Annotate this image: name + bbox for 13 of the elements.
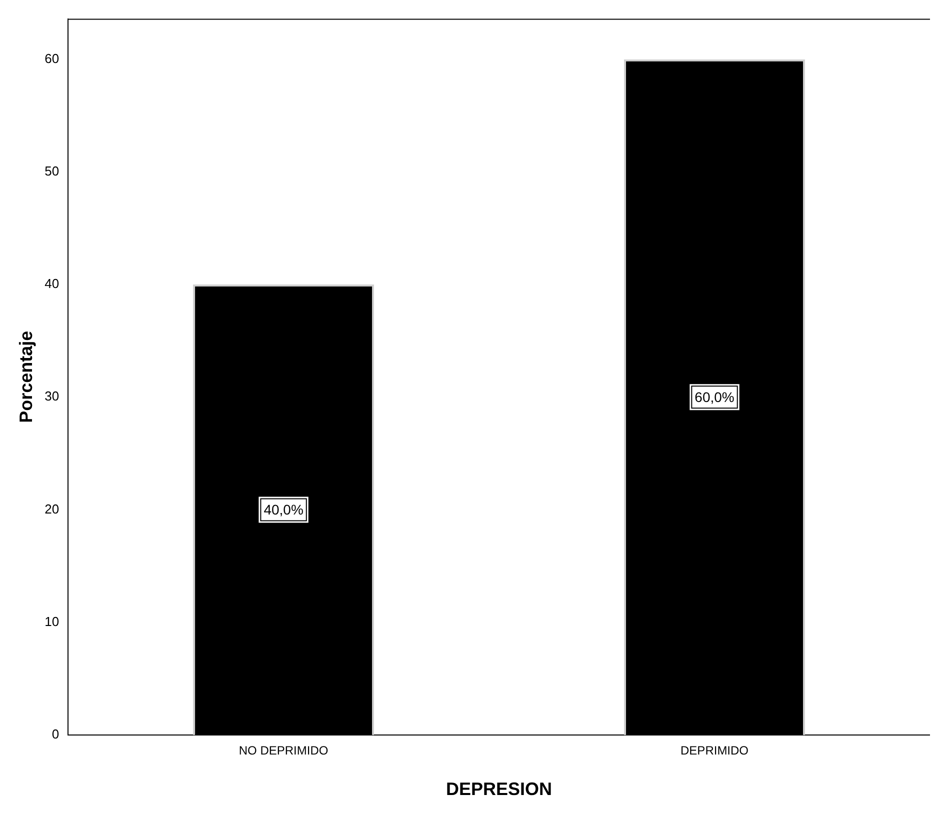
y-tick-label: 30	[44, 388, 60, 404]
y-axis-title: Porcentaje	[16, 330, 36, 423]
data-label: 60,0%	[694, 389, 734, 406]
y-tick-label: 0	[52, 726, 60, 742]
data-label: 40,0%	[264, 502, 304, 518]
y-tick-label: 20	[44, 501, 60, 516]
x-tick-label: DEPRIMIDO	[680, 744, 749, 758]
x-axis-title: DEPRESION	[446, 779, 552, 800]
y-tick-label: 40	[44, 276, 60, 292]
y-tick-label: 60	[44, 50, 60, 66]
y-tick-label: 10	[44, 614, 60, 629]
x-tick-label: NO DEPRIMIDO	[238, 744, 328, 758]
y-tick-label: 50	[44, 164, 60, 179]
